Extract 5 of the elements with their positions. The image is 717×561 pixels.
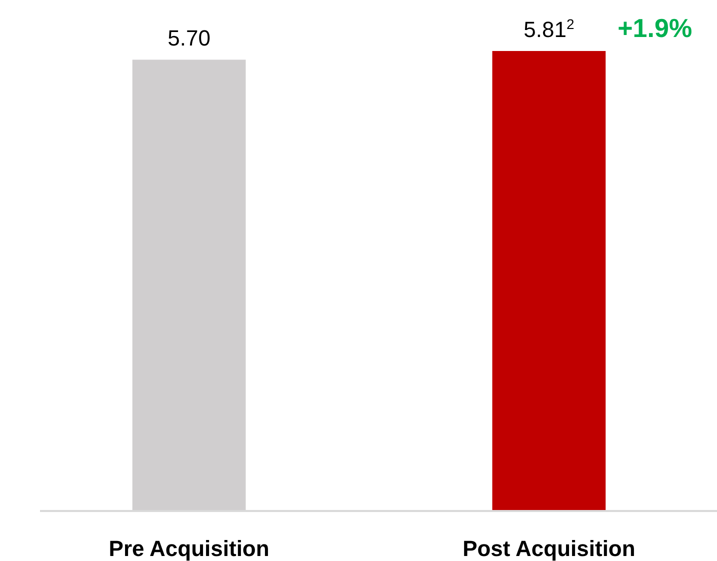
data-label: 5.81$^{2}$ [524, 16, 574, 42]
x-tick-label: Pre Acquisition [108, 536, 270, 561]
data-label: 5.70 [168, 26, 210, 51]
annotation: +1.9% [618, 13, 692, 43]
x-tick-label: Post Acquisition [462, 536, 636, 561]
